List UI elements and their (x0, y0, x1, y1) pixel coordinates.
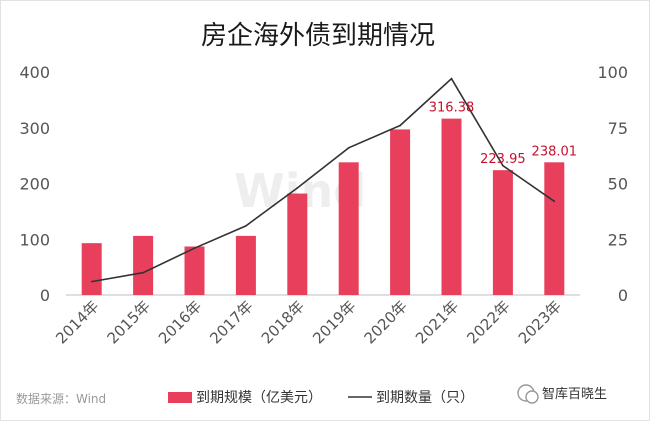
legend-line-label: 到期数量（只） (376, 390, 474, 406)
bar (338, 162, 359, 295)
bar (81, 243, 102, 295)
line-point (245, 225, 247, 227)
x-tick-label: 2023年 (515, 297, 565, 347)
bar (390, 129, 411, 295)
x-tick-label: 2021年 (412, 297, 462, 347)
y-right-tick-label: 75 (608, 119, 628, 138)
x-tick-label: 2020年 (361, 297, 411, 347)
line-point (399, 124, 401, 127)
line-point (502, 164, 504, 167)
source-note: 数据来源：Wind (16, 391, 106, 406)
bars (81, 118, 565, 295)
bar (235, 235, 256, 295)
line-point (296, 187, 299, 189)
x-tick-label: 2015年 (104, 297, 154, 347)
legend-bar-swatch (168, 392, 192, 403)
bar-data-label: 316.38 (429, 101, 475, 116)
bar (544, 162, 565, 295)
y-left-tick-label: 100 (19, 230, 50, 249)
legend-bar-label: 到期规模（亿美元） (196, 390, 322, 406)
line-point (347, 147, 350, 149)
x-tick-label: 2019年 (309, 297, 359, 347)
line-path (91, 77, 555, 283)
line-point (90, 280, 93, 283)
chart-title: 房企海外债到期情况 (201, 21, 435, 51)
x-tick-label: 2014年 (52, 297, 102, 347)
y-right-tick-label: 0 (618, 286, 628, 305)
y-left-tick-label: 400 (19, 63, 50, 82)
bar (441, 118, 462, 295)
line-point (553, 200, 556, 203)
line-point (142, 271, 144, 274)
line-point (193, 247, 196, 249)
bar (287, 193, 308, 295)
line-series (90, 77, 556, 283)
x-tick-label: 2018年 (258, 297, 308, 347)
x-tick-label: 2017年 (206, 297, 256, 347)
bar-data-label: 238.01 (532, 144, 578, 159)
y-right-tick-label: 100 (597, 63, 628, 82)
x-tick-label: 2022年 (463, 297, 513, 347)
line-point (450, 77, 453, 80)
y-left-tick-label: 300 (19, 119, 50, 138)
data-labels: 316.38 223.95 238.01 (429, 101, 577, 168)
watermark-text: 智库百晓生 (542, 386, 607, 402)
y-left-tick-label: 0 (40, 286, 50, 305)
bar (184, 246, 205, 295)
y-left-tick-label: 200 (19, 175, 50, 194)
wechat-channel-icon (517, 384, 539, 404)
bar (133, 235, 154, 295)
y-right-tick-label: 50 (608, 175, 628, 194)
x-tick-label: 2016年 (155, 297, 205, 347)
x-tick-labels: 2014年 2015年 2016年 2017年 2018年 2019年 2020年 2021年… (52, 297, 565, 347)
y-right-tick-label: 25 (608, 230, 628, 249)
bar (492, 170, 513, 295)
bar-data-label: 223.95 (480, 152, 526, 167)
